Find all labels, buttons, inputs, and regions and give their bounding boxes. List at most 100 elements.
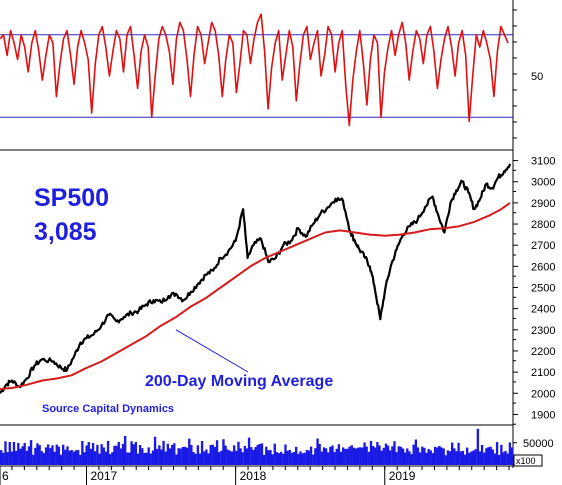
volume-bar (339, 451, 343, 465)
volume-bar (25, 450, 29, 465)
volume-bar (380, 450, 383, 465)
volume-bar (36, 443, 39, 465)
volume-bar (457, 442, 460, 465)
volume-bar (446, 450, 450, 465)
volume-bar (4, 441, 7, 465)
axis-layer: 50 1900 2000 2100 2200 2300 2400 2500 2600 2700 28… (0, 9, 555, 485)
volume-bar (175, 454, 178, 465)
volume-bar (15, 450, 18, 465)
volume-bar (425, 452, 428, 465)
volume-bar (117, 441, 120, 465)
volume-bar (8, 442, 11, 465)
volume-bar (196, 445, 200, 465)
date-tick-label: 2019 (389, 469, 416, 483)
volume-bar (179, 448, 182, 465)
volume-bar (241, 452, 244, 465)
volume-bar (207, 453, 210, 465)
price-tick-label: 2300 (531, 325, 555, 337)
volume-bar (29, 440, 33, 465)
volume-bar (451, 442, 454, 465)
volume-bar (166, 443, 170, 465)
volume-bar (350, 445, 353, 465)
volume-bar (6, 452, 9, 465)
volume-bar (318, 443, 321, 465)
volume-bar (66, 446, 69, 465)
volume-bar (378, 445, 381, 465)
volume-bar (164, 451, 167, 465)
volume-bar (495, 442, 499, 465)
price-tick-label: 1900 (531, 409, 555, 421)
volume-bar (168, 448, 172, 465)
chart-title: SP500 (34, 184, 109, 212)
volume-bar (220, 450, 223, 465)
volume-bar (119, 448, 123, 465)
volume-bar (438, 445, 441, 465)
volume-bar (156, 449, 159, 465)
volume-bar (324, 448, 328, 465)
volume-bar (162, 440, 165, 465)
volume-bar (265, 446, 268, 465)
volume-bar (23, 443, 26, 465)
volume-bar (192, 452, 195, 465)
volume-bar (466, 447, 469, 465)
volume-bar (203, 451, 206, 465)
volume-bar (459, 451, 462, 465)
date-tick-label: 6 (2, 469, 9, 483)
volume-bar (17, 443, 20, 465)
volume-bar (145, 452, 148, 465)
volume-bar (399, 446, 403, 465)
volume-bar (121, 443, 125, 465)
volume-bar (337, 444, 341, 465)
volume-bar (354, 448, 358, 465)
volume-bar (256, 445, 259, 465)
volume-bar (431, 453, 435, 465)
volume-bar (68, 450, 71, 465)
volume-bar (136, 453, 140, 465)
volume-bar (235, 450, 238, 465)
volume-bar (286, 450, 289, 465)
volume-bar (433, 446, 437, 465)
volume-bar (502, 452, 505, 465)
volume-bar (382, 447, 385, 465)
volume-bar (365, 446, 368, 465)
volume-bar (367, 451, 370, 465)
volume-bar (194, 453, 197, 465)
volume-bar (38, 445, 41, 465)
volume-bar (267, 450, 270, 465)
volume-bar (130, 441, 133, 465)
volume-bar (12, 442, 16, 465)
price-tick-label: 2800 (531, 219, 555, 231)
volume-bar (391, 446, 394, 465)
volume-bar (371, 446, 375, 465)
volume-bar (40, 451, 43, 465)
volume-bar (333, 452, 336, 465)
volume-bar (489, 446, 492, 465)
volume-bar (307, 450, 311, 465)
volume-bar (209, 445, 212, 465)
volume-bar (483, 452, 486, 465)
volume-bar (228, 450, 232, 465)
volume-bar (55, 444, 58, 465)
volume-bar (397, 446, 400, 465)
volume-bar (2, 452, 5, 465)
volume-bar (98, 453, 101, 465)
price-tick-label: 2700 (531, 240, 555, 252)
volume-bar (299, 451, 302, 465)
volume-bar (106, 440, 110, 465)
volume-bar (205, 449, 208, 465)
volume-bar (284, 444, 287, 465)
volume-bar (280, 451, 283, 465)
volume-bar (91, 442, 95, 465)
volume-bar (109, 454, 112, 465)
volume-unit-box (513, 454, 543, 467)
volume-bar (322, 447, 326, 465)
oscillator-panel (0, 13, 513, 127)
volume-bar (77, 449, 80, 465)
volume-bar (305, 450, 309, 465)
volume-bar (444, 455, 447, 465)
volume-bar (344, 448, 347, 465)
date-tick-label: 2018 (240, 469, 267, 483)
price-tick-label: 2500 (531, 283, 555, 295)
volume-bar (455, 451, 458, 465)
